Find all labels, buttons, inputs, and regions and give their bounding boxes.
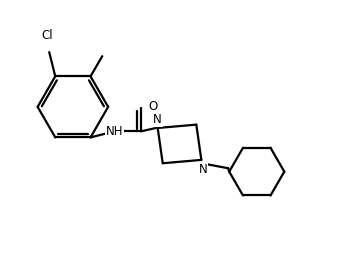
Text: NH: NH <box>106 125 124 138</box>
Text: Cl: Cl <box>42 29 53 42</box>
Text: N: N <box>153 113 162 126</box>
Text: O: O <box>148 100 158 113</box>
Text: N: N <box>199 163 207 176</box>
